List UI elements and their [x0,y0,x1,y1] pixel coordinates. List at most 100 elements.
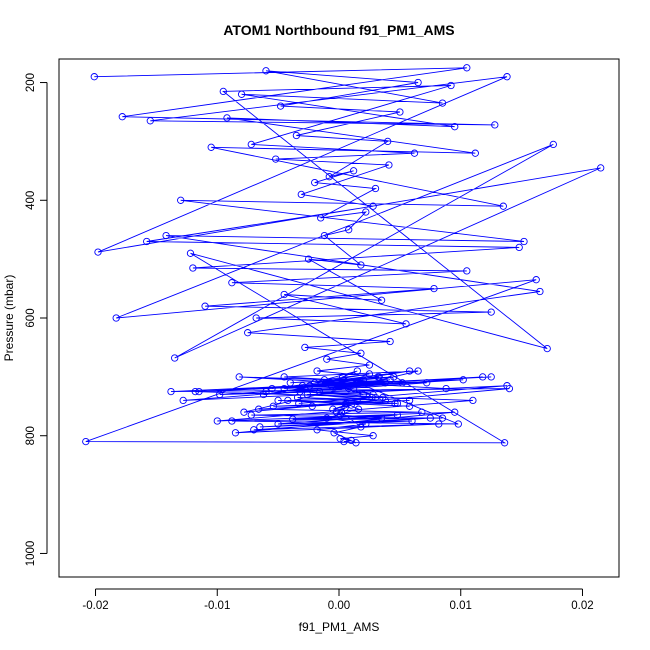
data-point [201,302,209,310]
data-point [499,202,507,210]
y-tick-label: 800 [25,426,37,445]
data-point [442,384,450,393]
data-point [171,354,179,362]
data-point [237,90,246,98]
data-point [357,261,365,269]
data-point [276,102,285,110]
data-point [342,399,350,408]
data-point [317,214,325,222]
plot-frame [58,58,620,578]
data-point [426,414,434,422]
data-point [543,344,551,353]
data-point [532,276,540,284]
x-tick-label: -0.01 [204,600,230,612]
data-point [191,387,199,396]
data-point [349,167,358,175]
data-point [515,243,523,252]
data-point [463,267,471,275]
data-point [454,420,462,428]
data-point [313,367,321,375]
data-point [369,432,377,440]
data-point [167,387,175,396]
x-tick-label: 0.01 [450,600,472,612]
data-point [384,137,392,146]
data-point [377,414,386,422]
data-point [469,396,477,405]
data-point [289,415,297,423]
x-tick-label: -0.02 [82,600,108,612]
data-point [352,439,360,447]
data-point [385,161,393,169]
chart-title: ATOM1 Northbound f91_PM1_AMS [223,22,454,38]
data-point [280,290,288,299]
data-point [297,190,305,199]
data-point [354,405,363,413]
data-point [386,376,394,384]
data-point [405,396,414,405]
data-point [377,296,386,304]
data-point [274,396,282,405]
data-point [438,414,447,422]
data-point [491,121,499,129]
data-point [262,67,270,75]
data-point [463,64,471,72]
x-tick-label: 0.00 [328,600,350,612]
data-point [228,279,236,287]
data-point [313,426,321,434]
data-point [219,87,227,96]
data-point [146,117,154,125]
data-point [405,402,414,410]
data-point [320,231,329,240]
data-point [301,343,309,352]
data-point [252,314,260,322]
data-point [228,417,236,425]
data-point [90,73,98,81]
data-point [549,140,557,149]
series-line [85,67,601,444]
data-point [280,384,288,393]
x-axis-label: f91_PM1_AMS [299,620,380,634]
data-point [298,382,307,390]
data-point [207,143,215,151]
data-point [471,149,479,157]
data-point [371,184,380,193]
data-point [487,308,495,316]
data-point [418,408,426,416]
data-point [311,178,319,187]
data-point [272,155,280,163]
data-point [82,437,90,446]
data-point [353,397,361,406]
data-point [451,408,459,416]
data-point [247,411,255,419]
data-point [451,123,459,131]
data-point [349,384,358,393]
data-point [280,373,288,381]
data-point [304,255,313,263]
data-point [381,396,389,405]
data-point [536,287,544,296]
data-point [216,390,224,399]
data-point [362,208,370,216]
data-point [357,349,365,357]
data-point [256,423,264,431]
data-point [118,113,126,121]
data-point [479,373,487,381]
data-point [386,337,394,346]
axes-layer: -0.02 -0.01 0.00 0.01 0.02 200 400 600 800 1000 [25,73,594,612]
data-point [391,399,399,408]
data-point [365,361,374,369]
data-point [396,108,404,116]
data-point [311,379,319,387]
data-point [359,376,367,384]
data-point [398,379,406,387]
data-point [423,379,431,387]
data-point [284,396,292,405]
data-point [375,373,383,381]
data-point [303,390,311,399]
data-point [459,376,467,384]
data-point [177,196,185,204]
data-point [337,408,346,416]
data-point [371,393,380,402]
